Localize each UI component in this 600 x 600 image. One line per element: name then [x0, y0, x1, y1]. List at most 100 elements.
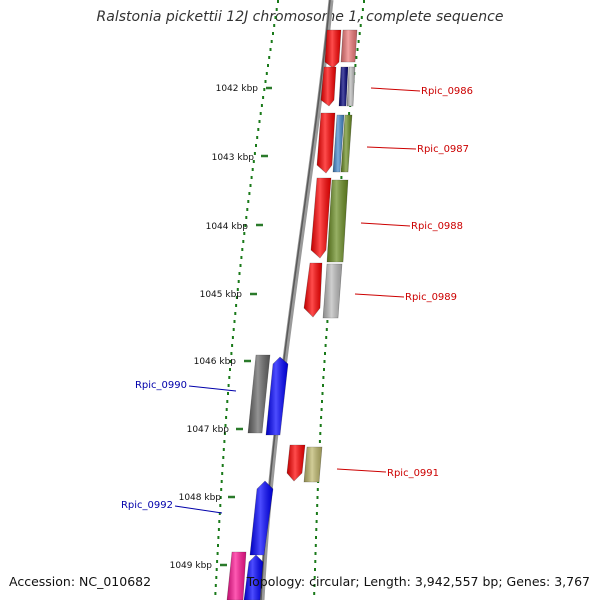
- guide-dot: [237, 280, 240, 283]
- tick-label: 1042 kbp: [216, 84, 259, 94]
- guide-dot: [221, 472, 224, 475]
- guide-dot: [259, 112, 262, 115]
- map-title: Ralstonia pickettii 12J chromosome 1, co…: [96, 9, 504, 25]
- guide-dot: [214, 584, 217, 587]
- guide-dot: [224, 424, 227, 427]
- guide-dot: [315, 528, 318, 531]
- guide-dot: [233, 320, 236, 323]
- guide-dot: [223, 432, 226, 435]
- gene-shading: [304, 447, 322, 482]
- guide-dot: [361, 8, 364, 11]
- guide-dot: [229, 360, 232, 363]
- guide-dot: [236, 288, 239, 291]
- guide-dot: [340, 176, 343, 179]
- guide-dot: [216, 560, 219, 563]
- guide-dot: [319, 424, 322, 427]
- gene-shading: [317, 113, 335, 173]
- guide-dot: [313, 576, 316, 579]
- guide-dot: [215, 568, 218, 571]
- guide-dot: [274, 16, 277, 19]
- guide-dot: [252, 160, 255, 163]
- guide-dot: [242, 240, 245, 243]
- guide-dot: [231, 344, 234, 347]
- guide-dot: [227, 392, 229, 395]
- guide-dot: [219, 504, 222, 507]
- guide-dot: [323, 360, 326, 363]
- guide-dot: [359, 24, 362, 27]
- gene-shading: [341, 115, 352, 172]
- guide-dot: [262, 96, 265, 99]
- gene-shading: [333, 115, 344, 172]
- guide-dot: [314, 552, 317, 555]
- gene-label-forward[interactable]: Rpic_0989: [405, 292, 457, 303]
- gene-label-forward[interactable]: Rpic_0987: [417, 144, 469, 155]
- guide-dot: [316, 488, 319, 491]
- guide-dot: [354, 64, 357, 67]
- guide-dot: [316, 504, 319, 507]
- tick-label: 1046 kbp: [194, 357, 237, 367]
- guide-dot: [234, 312, 237, 315]
- guide-dot: [315, 512, 318, 515]
- gene-shading: [250, 481, 273, 555]
- guide-dot: [235, 304, 238, 307]
- guide-dot: [268, 56, 271, 59]
- gene-shading: [339, 67, 348, 106]
- guide-dot: [357, 40, 360, 43]
- gene-label-forward[interactable]: Rpic_0991: [387, 468, 439, 479]
- guide-dot: [315, 520, 318, 523]
- guide-dot: [270, 40, 273, 43]
- guide-dot: [243, 232, 246, 235]
- guide-dot: [217, 536, 220, 539]
- guide-dot: [319, 432, 322, 435]
- guide-dot: [321, 400, 323, 403]
- guide-dot: [322, 384, 324, 387]
- guide-dot: [258, 120, 261, 123]
- guide-dot: [217, 528, 220, 531]
- guide-dot: [246, 208, 249, 211]
- guide-dot: [358, 32, 361, 35]
- guide-dot: [222, 456, 225, 459]
- gene-label-reverse[interactable]: Rpic_0990: [135, 380, 187, 391]
- guide-dot: [223, 440, 226, 443]
- guide-dot: [253, 152, 256, 155]
- gene-shading: [325, 30, 341, 68]
- guide-dot: [314, 560, 317, 563]
- gene-label-reverse[interactable]: Rpic_0992: [121, 500, 173, 511]
- guide-dot: [229, 368, 231, 371]
- guide-dot: [226, 400, 229, 403]
- guide-dot: [249, 184, 252, 187]
- guide-dot: [272, 32, 274, 35]
- guide-dot: [320, 416, 323, 419]
- guide-dot: [255, 144, 257, 147]
- guide-dot: [277, 0, 279, 3]
- gene-shading: [327, 180, 348, 262]
- guide-dot: [363, 0, 365, 3]
- guide-dot: [264, 80, 267, 83]
- gene-shading: [347, 67, 355, 106]
- guide-dot: [218, 520, 221, 523]
- gene-shading: [227, 552, 246, 600]
- guide-dot: [248, 192, 251, 195]
- guide-dot: [314, 544, 317, 547]
- coordinate-ticks: 1042 kbp 1043 kbp 1044 kbp 1045 kbp 1046…: [170, 84, 272, 571]
- guide-dot: [313, 592, 316, 595]
- guide-dot: [247, 200, 250, 203]
- tick-label: 1045 kbp: [200, 290, 243, 300]
- guide-dot: [221, 464, 224, 467]
- gene-shading: [341, 30, 357, 62]
- guide-dot: [316, 496, 319, 499]
- guide-dot: [216, 552, 219, 555]
- tick-label: 1043 kbp: [212, 153, 255, 163]
- gene-label-forward[interactable]: Rpic_0986: [421, 86, 473, 97]
- guide-dot: [273, 24, 276, 27]
- guide-dot: [218, 512, 221, 515]
- guide-dot: [225, 408, 228, 411]
- guide-dot: [265, 72, 268, 75]
- guide-dot: [219, 496, 222, 499]
- gene-label-forward[interactable]: Rpic_0988: [411, 221, 463, 232]
- gene-shading: [304, 263, 322, 317]
- guide-dot: [320, 408, 323, 411]
- guide-dot: [225, 416, 228, 419]
- gene-shading: [321, 67, 336, 106]
- guide-dot: [235, 296, 238, 299]
